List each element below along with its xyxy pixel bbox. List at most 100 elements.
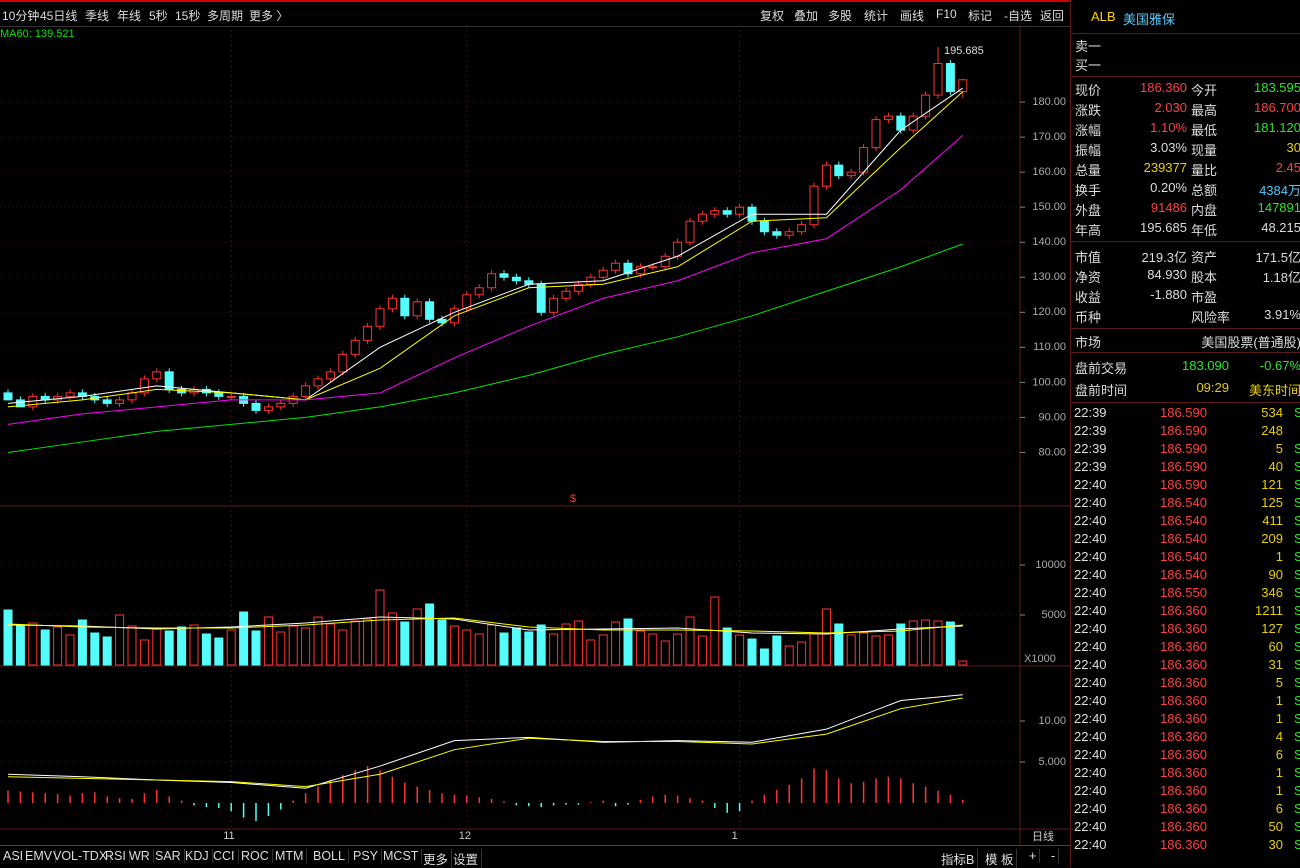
indicator-tab[interactable]: PSY [350,849,383,863]
candle-body [561,290,571,299]
macd-bar [590,802,592,803]
indicator-tab[interactable]: EMV [22,849,57,863]
tick-time: 22:40 [1074,765,1107,780]
toolbar-button[interactable]: - [1048,849,1060,863]
macd-bar [627,802,629,805]
macd-bar [81,793,84,803]
toolbar-button[interactable]: 模 板 [982,849,1018,868]
sep [1071,76,1300,77]
volume-bar [685,616,695,666]
tick-time: 22:40 [1074,693,1107,708]
volume-bar [623,618,633,666]
tick-side: S [1294,603,1300,618]
tick-price: 186.590 [1160,459,1207,474]
quote-label: 涨幅 [1075,123,1102,138]
volume-bar [549,633,559,666]
tick-price: 186.360 [1160,711,1207,726]
y-tick-label: 120.00 [1032,306,1066,318]
tick-volume: 50 [1268,819,1283,834]
indicator-tab[interactable]: CCI [210,849,239,863]
indicator-tab[interactable]: ROC [238,849,273,863]
indicator-tab[interactable]: RSI [102,849,130,863]
toolbar-button[interactable]: -自选 [1004,9,1032,23]
toolbar-button[interactable]: 多股 [828,9,853,23]
tick-volume: 1 [1275,783,1283,798]
y-tick-label: 10.00 [1038,715,1066,727]
max-price-label: 195.685 [944,45,984,57]
quote-label: 总量 [1075,163,1102,178]
toolbar-button[interactable]: 标记 [968,9,993,23]
tick-time: 22:40 [1074,819,1107,834]
toolbar-button[interactable]: 季线 [85,9,110,23]
tick-price: 186.360 [1160,639,1207,654]
tick-side: S [1294,441,1300,456]
quote-label: 总额 [1191,183,1218,198]
fundamental-value: 171.5亿 [1255,250,1300,265]
toolbar-button[interactable]: F10 [936,7,957,21]
toolbar-button[interactable]: 多周期 [207,9,244,23]
volume-bar [400,621,410,666]
period-label: 日线 [1032,829,1054,843]
toolbar-button[interactable]: 年线 [117,9,142,23]
candle-body [487,273,497,289]
quote-value: 181.120 [1254,120,1300,135]
toolbar-button[interactable]: 返回 [1040,9,1065,23]
macd-bar [726,802,728,813]
tick-time: 22:40 [1074,513,1107,528]
y-tick-label: 80.00 [1038,446,1066,458]
toolbar-button[interactable]: 画线 [900,9,925,23]
toolbar-button[interactable]: 45日线 [40,9,78,23]
indicator-tab[interactable]: BOLL [310,849,349,863]
stock-name: 美国雅保 [1123,12,1176,27]
toolbar-button[interactable]: 复权 [760,9,785,23]
fundamental-value: 84.930 [1147,267,1187,282]
macd-bar [56,793,59,803]
volume-bar [325,623,335,666]
fundamental-label: 市值 [1075,250,1102,265]
volume-bar [797,641,807,666]
indicator-tab[interactable]: ASI [0,849,28,863]
toolbar-button[interactable]: 叠加 [794,9,819,23]
tick-volume: 40 [1268,459,1283,474]
indicator-tab[interactable]: VOL-TDX [50,849,112,863]
toolbar-button[interactable]: 5秒 [149,9,168,23]
indicator-tab[interactable]: KDJ [182,849,213,863]
tick-price: 186.360 [1160,783,1207,798]
tick-time: 22:40 [1074,675,1107,690]
toolbar-button[interactable]: 指标B [938,849,979,868]
volume-bar [474,633,484,666]
y-tick-label: 170.00 [1032,131,1066,143]
indicator-tab[interactable]: 更多 [420,849,453,868]
tick-volume: 534 [1261,405,1283,420]
volume-bar [635,630,645,666]
toolbar-button[interactable]: 统计 [864,9,889,23]
volume-bar [462,629,472,666]
macd-bar [131,798,133,803]
volume-bar [697,635,707,666]
volume-bar [313,616,323,666]
indicator-tab[interactable]: SAR [152,849,185,863]
toolbar-button[interactable]: 15秒 [175,9,201,23]
candle-body [846,171,856,177]
macd-bar [838,778,840,803]
volume-bar [301,627,311,666]
toolbar-button[interactable]: 10分钟 [2,9,40,23]
tick-volume: 4 [1275,729,1283,744]
toolbar-button[interactable]: 更多 〉 [249,9,289,23]
tick-side: S [1294,477,1300,492]
volume-bar [573,620,583,666]
volume-bar [735,634,745,666]
macd-bar [887,776,890,803]
tick-time: 22:40 [1074,495,1107,510]
indicator-tab[interactable]: MTM [272,849,308,863]
volume-bar [536,624,546,666]
y-tick-label: 100.00 [1032,376,1066,388]
indicator-tab[interactable]: 设置 [450,849,483,868]
tick-price: 186.590 [1160,441,1207,456]
indicator-tab[interactable]: WR [126,849,154,863]
quote-value: 4384万 [1259,183,1300,198]
indicator-tab[interactable]: MCST [380,849,423,863]
volume-bar [152,628,162,666]
volume-bar [449,625,459,666]
toolbar-button[interactable]: + [1026,849,1041,863]
